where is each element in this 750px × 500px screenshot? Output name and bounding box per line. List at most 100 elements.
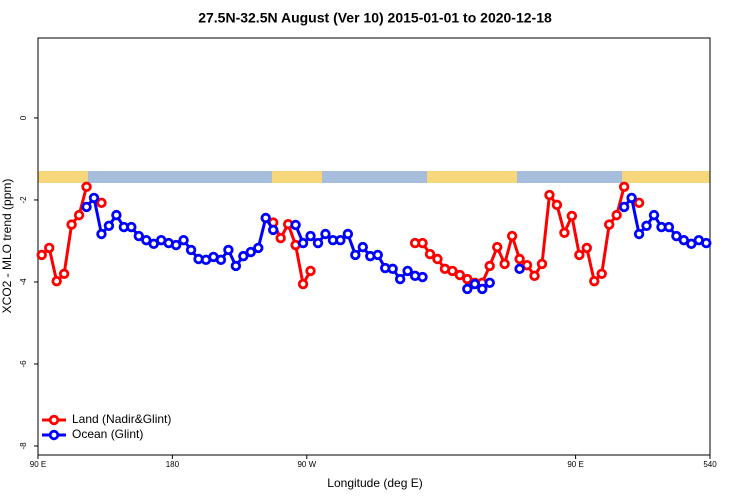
data-point <box>462 273 473 285</box>
data-point <box>111 209 122 221</box>
data-point <box>253 242 264 254</box>
data-point <box>701 237 712 249</box>
data-point <box>417 271 428 283</box>
data-point <box>536 258 548 270</box>
data-point <box>604 219 615 230</box>
data-point <box>544 189 555 201</box>
data-point <box>238 250 249 262</box>
data-point <box>551 199 563 211</box>
legend-marker <box>48 414 60 426</box>
data-point <box>417 237 428 249</box>
data-point <box>394 273 406 285</box>
data-point <box>462 283 473 295</box>
data-point <box>141 234 152 246</box>
data-point <box>305 230 316 242</box>
data-point <box>178 234 189 246</box>
data-point <box>133 230 144 242</box>
x-tick-label: 180 <box>166 460 180 469</box>
data-point <box>342 228 354 240</box>
data-point <box>424 248 436 260</box>
data-point <box>633 197 645 209</box>
data-point <box>432 253 443 265</box>
data-point <box>268 224 279 236</box>
data-point <box>514 253 525 265</box>
data-point <box>663 221 675 233</box>
data-point <box>469 278 480 290</box>
data-point <box>484 260 495 272</box>
data-point <box>633 228 645 240</box>
data-point <box>454 269 466 281</box>
data-point <box>230 260 242 272</box>
data-point <box>484 277 495 288</box>
data-point <box>596 268 607 279</box>
data-point <box>372 249 383 261</box>
land-band <box>272 171 322 183</box>
data-point <box>51 275 62 287</box>
data-point <box>574 249 585 261</box>
data-point <box>275 232 286 244</box>
data-point <box>402 265 413 277</box>
y-tick-label: 0 <box>19 115 28 120</box>
data-point <box>559 227 570 238</box>
data-point <box>566 210 578 222</box>
land-band <box>622 171 710 183</box>
land-ocean-strip <box>38 171 710 183</box>
data-point <box>499 258 510 270</box>
data-point <box>223 244 234 256</box>
data-point <box>626 192 637 204</box>
data-point <box>305 265 316 277</box>
x-tick-label: 90 E <box>567 460 583 469</box>
data-point <box>185 244 197 256</box>
data-point <box>611 209 622 221</box>
data-point <box>648 209 660 221</box>
data-point <box>88 192 100 204</box>
data-point <box>103 220 115 231</box>
data-point <box>96 197 107 209</box>
data-point <box>290 219 301 231</box>
legend-label: Ocean (Glint) <box>72 427 143 441</box>
data-point <box>671 230 682 242</box>
data-point <box>350 249 361 261</box>
data-point <box>245 246 256 258</box>
data-point <box>170 239 182 251</box>
data-point <box>44 242 55 254</box>
data-point <box>514 263 525 275</box>
data-point <box>581 242 592 254</box>
data-point <box>260 212 271 224</box>
x-tick-label: 90 E <box>30 460 46 469</box>
data-point <box>66 219 77 230</box>
data-point <box>447 265 458 277</box>
data-point <box>96 228 107 240</box>
chart-title: 27.5N-32.5N August (Ver 10) 2015-01-01 t… <box>198 10 552 26</box>
data-point <box>686 238 697 250</box>
data-point <box>312 237 324 249</box>
data-point <box>81 181 92 193</box>
data-point <box>320 228 331 240</box>
x-axis-label: Longitude (deg E) <box>327 476 422 490</box>
data-point <box>492 241 503 253</box>
data-point <box>297 278 309 290</box>
data-point <box>148 238 159 250</box>
data-point <box>529 270 540 282</box>
x-tick-label: 540 <box>703 460 717 469</box>
data-point <box>36 249 47 261</box>
land-band <box>38 171 88 183</box>
data-point <box>477 283 488 295</box>
x-tick-label: 90 W <box>297 460 316 469</box>
data-point <box>357 241 368 253</box>
y-tick-label: -2 <box>19 196 28 204</box>
data-point <box>58 268 70 279</box>
data-point <box>678 234 690 246</box>
data-point <box>521 259 533 271</box>
data-point <box>618 181 630 193</box>
y-axis-label: XCO2 - MLO trend (ppm) <box>0 179 14 314</box>
data-point <box>387 263 398 275</box>
ocean-band <box>38 171 710 183</box>
data-point <box>506 230 518 242</box>
data-point <box>618 201 630 213</box>
data-point <box>335 234 346 246</box>
data-point <box>589 275 600 287</box>
data-point <box>73 209 85 221</box>
